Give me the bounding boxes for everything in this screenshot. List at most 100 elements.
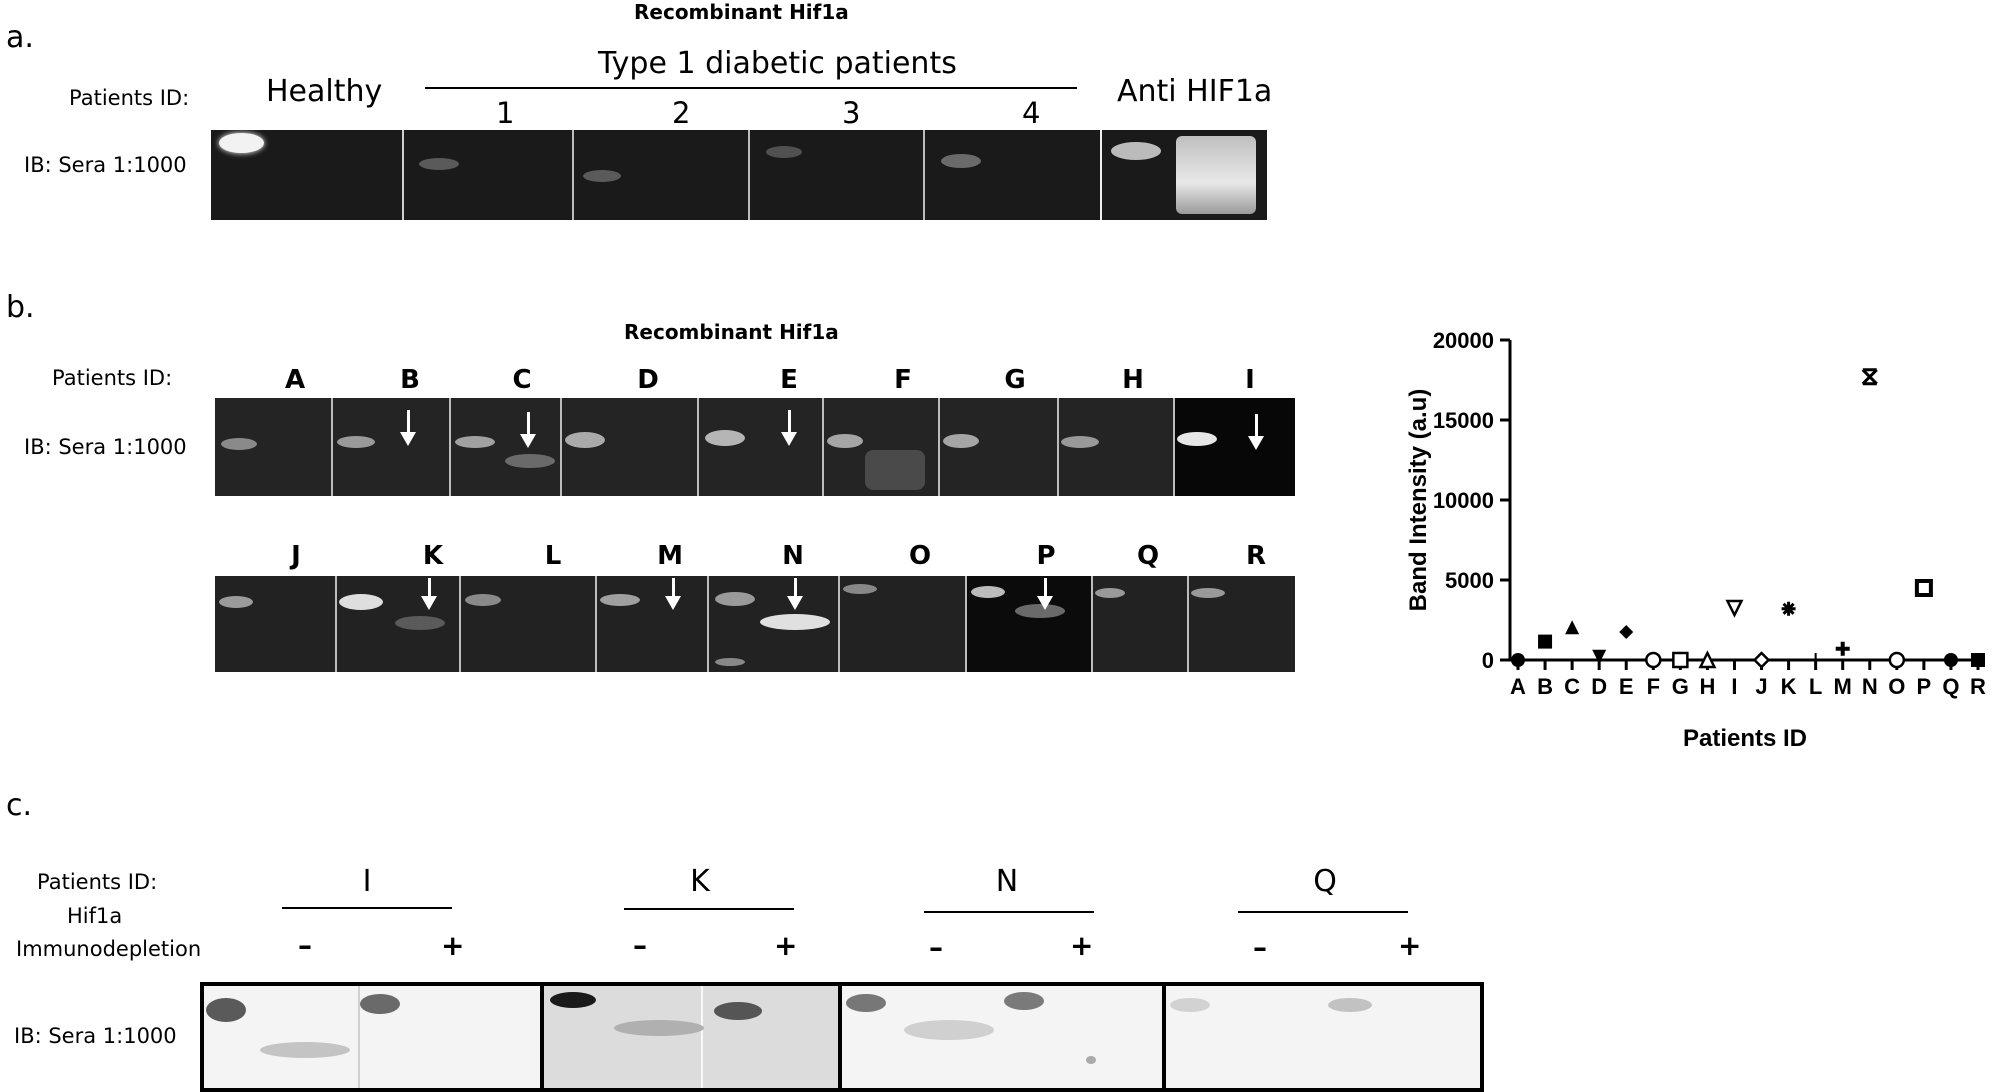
panel-c-ib-label: IB: Sera 1:1000	[14, 1024, 177, 1048]
lane-letter: G	[1004, 365, 1026, 395]
immunodepletion-label: Immunodepletion	[16, 937, 202, 961]
plus-sign: +	[441, 929, 465, 962]
panel-a-header: Recombinant Hif1a	[634, 0, 849, 24]
panel-b-blot-row2	[215, 576, 1295, 672]
lane-number: 1	[496, 96, 515, 130]
data-point-n	[1861, 368, 1878, 386]
patient-underline	[624, 908, 794, 910]
panel-b-letter: b.	[6, 290, 35, 325]
x-tick-label: G	[1672, 674, 1689, 699]
y-tick-label: 5000	[1445, 568, 1494, 593]
data-point-j	[1752, 651, 1771, 669]
patient-underline	[924, 911, 1094, 913]
patient-letter: K	[690, 864, 710, 899]
lane-number: 2	[672, 96, 691, 130]
minus-sign: –	[633, 929, 647, 962]
data-point-h	[1698, 650, 1717, 669]
data-point-k	[1781, 601, 1796, 616]
lane-letter: Q	[1136, 541, 1160, 571]
lane-letter: P	[1036, 541, 1056, 571]
plus-sign: +	[1398, 929, 1422, 962]
patient-letter: I	[362, 864, 372, 899]
data-point-f	[1645, 651, 1662, 669]
lane-letter: I	[1245, 365, 1255, 395]
panel-b-patients-label: Patients ID:	[52, 366, 173, 390]
panel-a-ib-label: IB: Sera 1:1000	[24, 153, 187, 177]
group-underline	[425, 87, 1077, 89]
x-tick-label: D	[1591, 674, 1607, 699]
lane-letter: N	[782, 541, 804, 571]
x-tick-label: C	[1564, 674, 1580, 699]
data-point-o	[1888, 651, 1906, 669]
patient-underline	[1238, 911, 1408, 913]
lane-letter: E	[780, 365, 798, 395]
data-point-q	[1943, 653, 1958, 667]
panel-a-blot	[211, 130, 1267, 220]
lane-letter: M	[657, 541, 683, 571]
panel-c-patients-label: Patients ID:	[37, 870, 158, 894]
data-point-b	[1538, 634, 1553, 649]
data-point-d	[1592, 649, 1607, 664]
x-tick-label: N	[1862, 674, 1878, 699]
x-tick-label: A	[1510, 674, 1526, 699]
x-tick-label: O	[1888, 674, 1905, 699]
panel-b-blot-row1	[215, 398, 1295, 496]
lane-letter: C	[512, 365, 532, 395]
minus-sign: –	[298, 929, 312, 962]
patient-letter: Q	[1313, 864, 1337, 899]
x-tick-label: J	[1755, 674, 1767, 699]
lane-letter: D	[637, 365, 659, 395]
x-axis-title: Patients ID	[1683, 725, 1807, 752]
lane-letter: F	[894, 365, 912, 395]
plus-sign: +	[774, 929, 798, 962]
minus-sign: –	[929, 931, 943, 964]
data-point-p	[1914, 579, 1933, 597]
patient-underline	[282, 907, 452, 909]
x-tick-label: R	[1970, 674, 1986, 699]
panel-b-header: Recombinant Hif1a	[624, 320, 839, 344]
y-axis-title: Band Intensity (a.u)	[1405, 389, 1432, 612]
x-tick-label: Q	[1942, 674, 1959, 699]
lane-letter: L	[544, 541, 562, 571]
x-tick-label: B	[1537, 674, 1553, 699]
lane-letter: A	[284, 365, 306, 395]
anti-hif1a-label: Anti HIF1a	[1117, 74, 1273, 109]
data-point-e	[1619, 625, 1634, 639]
panel-a-patients-label: Patients ID:	[69, 86, 190, 110]
y-tick-label: 10000	[1433, 488, 1494, 513]
minus-sign: –	[1253, 931, 1267, 964]
hif1a-label: Hif1a	[67, 904, 123, 928]
data-point-r	[1971, 653, 1985, 667]
lane-letter: J	[291, 541, 301, 571]
lane-letter: B	[400, 365, 420, 395]
lane-number: 4	[1022, 96, 1041, 130]
x-tick-label: H	[1699, 674, 1715, 699]
healthy-label: Healthy	[266, 74, 383, 109]
data-point-a	[1511, 653, 1525, 667]
patient-letter: N	[995, 864, 1019, 899]
data-point-c	[1565, 620, 1580, 635]
data-point-i	[1725, 599, 1744, 618]
x-tick-label: E	[1619, 674, 1634, 699]
panel-a-letter: a.	[6, 20, 34, 55]
x-tick-label: K	[1781, 674, 1797, 699]
lane-letter: H	[1122, 365, 1144, 395]
x-tick-label: F	[1647, 674, 1660, 699]
group-label: Type 1 diabetic patients	[598, 46, 957, 81]
plus-sign: +	[1070, 929, 1094, 962]
x-tick-label: L	[1809, 674, 1822, 699]
lane-number: 3	[842, 96, 861, 130]
y-tick-label: 0	[1482, 648, 1494, 673]
y-tick-label: 20000	[1433, 328, 1494, 353]
data-point-m	[1835, 641, 1850, 656]
x-tick-label: M	[1834, 674, 1852, 699]
lane-letter: R	[1245, 541, 1267, 571]
lane-letter: K	[422, 541, 444, 571]
data-point-g	[1672, 651, 1689, 669]
band-intensity-chart: 0 5000 10000 15000 20000 A B C D E F G H I J K L M N O P Q R Pa…	[1405, 328, 1986, 752]
panel-c-blot	[200, 982, 1484, 1092]
data-point-l	[1808, 653, 1823, 667]
y-tick-label: 15000	[1433, 408, 1494, 433]
panel-c-letter: c.	[6, 788, 33, 823]
x-tick-label: P	[1917, 674, 1932, 699]
